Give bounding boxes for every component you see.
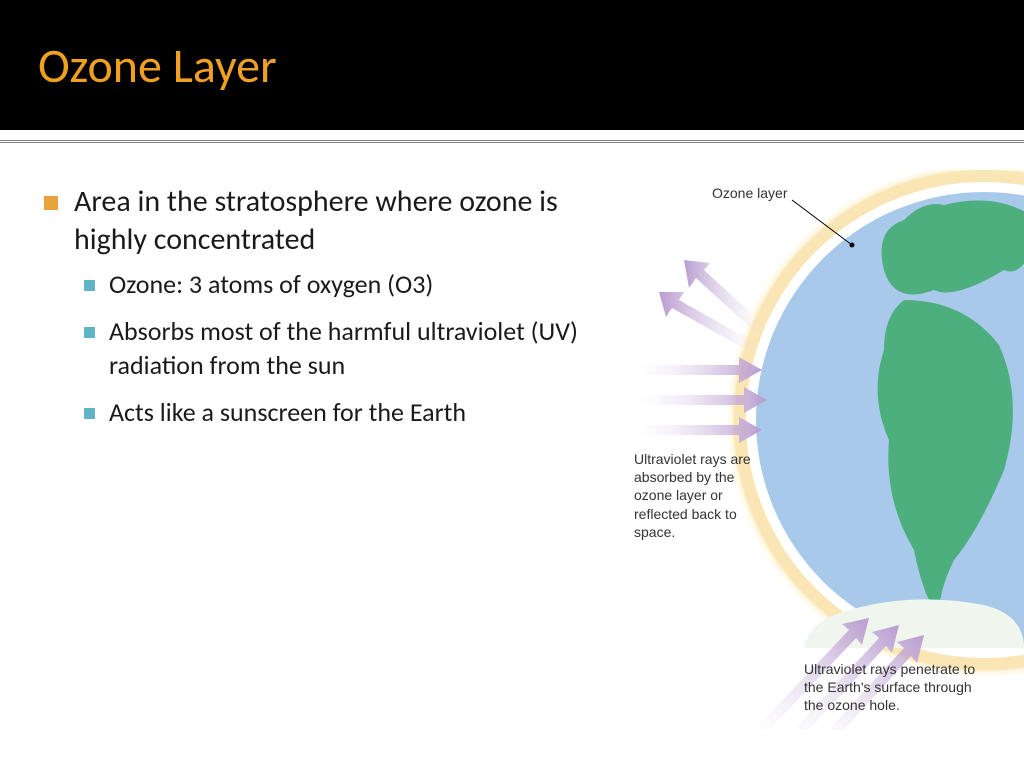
slide-title: Ozone Layer [38, 36, 277, 95]
absorbed-caption: Ultraviolet rays are absorbed by the ozo… [634, 450, 774, 541]
pointer-dot-icon [850, 243, 855, 248]
bullet-level1: Area in the stratosphere where ozone is … [44, 183, 604, 258]
bullet-marker-icon [44, 196, 58, 210]
bullet-marker-icon [84, 280, 95, 291]
bullet-level2: Ozone: 3 atoms of oxygen (O3) [84, 268, 604, 301]
bullet-marker-icon [84, 327, 95, 338]
bullet-text: Ozone: 3 atoms of oxygen (O3) [109, 268, 433, 301]
bullet-level2: Absorbs most of the harmful ultraviolet … [84, 315, 604, 382]
bullet-text: Area in the stratosphere where ozone is … [74, 183, 604, 258]
ozone-diagram: Ozone layer Ultraviolet rays are absorbe… [604, 170, 1024, 730]
bullet-text: Acts like a sunscreen for the Earth [109, 396, 466, 429]
ozone-label: Ozone layer [712, 184, 787, 202]
bullet-text: Absorbs most of the harmful ultraviolet … [109, 315, 604, 382]
penetrate-caption: Ultraviolet rays penetrate to the Earth'… [804, 660, 984, 715]
bullet-list: Area in the stratosphere where ozone is … [44, 183, 604, 443]
bullet-marker-icon [84, 408, 95, 419]
title-bar: Ozone Layer [0, 0, 1024, 130]
bullet-level2: Acts like a sunscreen for the Earth [84, 396, 604, 429]
